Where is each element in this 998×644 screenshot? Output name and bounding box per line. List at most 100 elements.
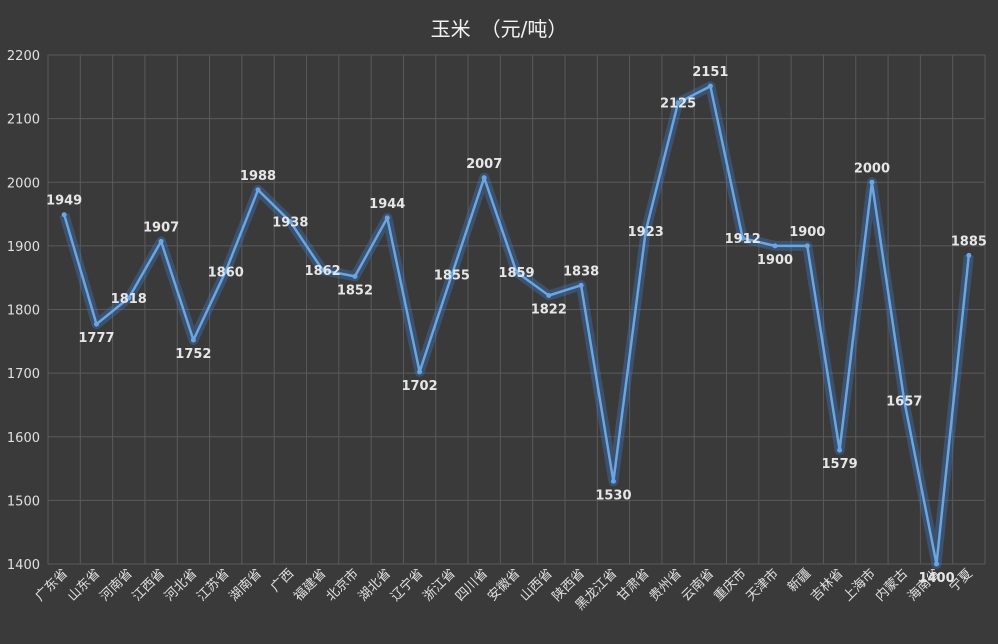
data-label: 1988 xyxy=(240,169,276,184)
x-tick-label: 山西省 xyxy=(517,566,555,604)
x-tick-label: 辽宁省 xyxy=(387,566,426,605)
y-tick-label: 1400 xyxy=(7,558,40,573)
data-point xyxy=(190,337,196,343)
data-point xyxy=(61,212,67,218)
data-point xyxy=(514,269,519,275)
y-tick-label: 1500 xyxy=(7,494,40,509)
data-label: 1579 xyxy=(822,457,858,472)
data-label: 1907 xyxy=(143,220,179,235)
series-line-group xyxy=(59,81,974,569)
data-label: 1860 xyxy=(208,265,244,280)
grid-lines xyxy=(47,54,986,565)
x-tick-label: 河北省 xyxy=(162,566,200,604)
data-point xyxy=(804,243,810,249)
data-label: 2007 xyxy=(466,157,502,172)
data-label: 1900 xyxy=(757,253,793,268)
x-tick-label: 福建省 xyxy=(291,566,329,604)
data-point xyxy=(610,478,616,484)
data-point xyxy=(481,175,487,181)
data-label: 1949 xyxy=(46,194,82,209)
data-point xyxy=(643,228,649,234)
data-point xyxy=(384,215,390,221)
data-point xyxy=(449,272,455,278)
data-label: 1885 xyxy=(951,234,987,249)
data-label: 1944 xyxy=(369,197,405,212)
x-tick-label: 上海市 xyxy=(840,566,879,605)
x-tick-label: 宁夏 xyxy=(946,566,976,596)
data-label: 1530 xyxy=(595,488,631,503)
data-label: 2125 xyxy=(660,97,696,112)
data-point xyxy=(578,282,584,288)
data-point xyxy=(223,268,229,274)
data-label: 1818 xyxy=(111,292,147,307)
data-point xyxy=(320,267,326,273)
x-tick-label: 四川省 xyxy=(453,566,491,604)
data-label: 1852 xyxy=(337,283,373,298)
x-tick-label: 北京市 xyxy=(323,566,362,605)
data-point xyxy=(901,397,907,403)
data-label: 1400 xyxy=(918,571,954,586)
x-tick-label: 河南省 xyxy=(97,566,136,605)
x-tick-label: 内蒙古 xyxy=(872,566,911,605)
data-labels: 1949 1777 1818 1907 1752 1860 1988 1938 1862 1852… xyxy=(46,65,987,586)
y-tick-label: 1900 xyxy=(7,240,40,255)
data-point xyxy=(546,293,552,299)
y-tick-label: 2100 xyxy=(7,113,40,128)
y-tick-label: 2000 xyxy=(7,176,40,191)
x-tick-label: 江西省 xyxy=(130,566,168,604)
data-label: 1912 xyxy=(725,232,761,247)
data-label: 1777 xyxy=(78,331,114,346)
x-tick-label: 浙江省 xyxy=(421,566,459,604)
data-label: 1923 xyxy=(628,225,664,240)
data-label: 1838 xyxy=(563,264,599,279)
data-label: 1900 xyxy=(789,225,825,240)
data-point xyxy=(287,219,293,225)
x-tick-label: 湖南省 xyxy=(226,566,265,605)
data-label: 1938 xyxy=(272,216,308,231)
data-label: 1822 xyxy=(531,303,567,318)
x-tick-label: 重庆市 xyxy=(711,566,750,605)
data-label: 1752 xyxy=(175,347,211,362)
data-point xyxy=(417,369,423,375)
data-label: 1702 xyxy=(401,379,437,394)
data-point xyxy=(837,447,843,453)
data-label: 1855 xyxy=(434,269,470,284)
y-tick-label: 1800 xyxy=(7,304,40,319)
y-axis-tick-labels: 1400 1500 1600 1700 1800 1900 2000 2100 2200 xyxy=(7,49,40,573)
data-point xyxy=(707,83,713,89)
x-tick-label: 贵州省 xyxy=(647,566,685,604)
data-point xyxy=(93,321,99,327)
y-tick-label: 1600 xyxy=(7,431,40,446)
x-tick-label: 天津市 xyxy=(743,566,782,605)
x-tick-label: 甘肃省 xyxy=(614,566,652,604)
x-tick-label: 山东省 xyxy=(65,566,103,604)
x-tick-label: 江苏省 xyxy=(194,566,233,605)
y-tick-label: 2200 xyxy=(7,49,40,64)
x-tick-label: 湖北省 xyxy=(356,566,394,604)
data-point xyxy=(255,187,261,193)
y-tick-label: 1700 xyxy=(7,367,40,382)
data-point xyxy=(934,561,940,567)
series-line xyxy=(63,84,971,566)
data-label: 1862 xyxy=(305,264,341,279)
data-label: 2000 xyxy=(854,161,890,176)
data-point xyxy=(966,252,972,258)
data-point xyxy=(869,179,875,185)
data-point xyxy=(740,235,746,241)
x-tick-label: 安徽省 xyxy=(485,566,523,604)
x-tick-label: 云南省 xyxy=(678,566,717,605)
x-tick-label: 广西 xyxy=(268,566,297,595)
x-tick-label: 新疆 xyxy=(784,566,814,596)
data-label: 1859 xyxy=(498,266,534,281)
data-point xyxy=(352,273,358,279)
data-point xyxy=(675,100,681,106)
chart-title: 玉米 （元/吨） xyxy=(431,17,568,41)
data-point xyxy=(126,295,132,301)
x-tick-label: 吉林省 xyxy=(808,566,846,604)
data-label: 2151 xyxy=(692,65,728,80)
data-points xyxy=(61,83,972,567)
data-label: 1657 xyxy=(886,394,922,409)
data-point xyxy=(772,243,778,249)
